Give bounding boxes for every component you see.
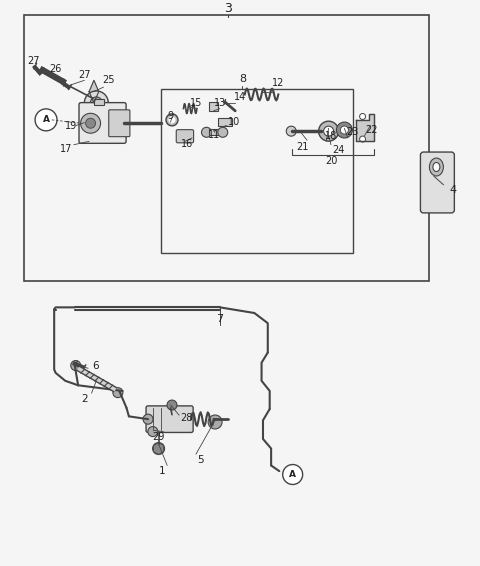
Circle shape <box>218 127 228 138</box>
Text: 8: 8 <box>239 74 246 84</box>
Circle shape <box>360 136 366 142</box>
Text: 27: 27 <box>27 55 39 66</box>
Text: 4: 4 <box>450 186 456 195</box>
Circle shape <box>148 427 158 436</box>
Bar <box>209 102 218 111</box>
Bar <box>209 130 223 135</box>
Text: 29: 29 <box>152 432 165 442</box>
Polygon shape <box>89 80 99 103</box>
Circle shape <box>166 114 178 126</box>
Text: 13: 13 <box>214 98 226 108</box>
Circle shape <box>35 109 57 131</box>
Text: 21: 21 <box>296 142 309 152</box>
Circle shape <box>113 388 123 398</box>
Text: 23: 23 <box>347 127 359 138</box>
Circle shape <box>85 118 96 128</box>
Text: 24: 24 <box>332 145 344 155</box>
Circle shape <box>202 127 212 138</box>
Circle shape <box>169 117 175 123</box>
Text: 16: 16 <box>181 139 193 149</box>
Text: 12: 12 <box>272 78 285 88</box>
Text: 14: 14 <box>234 92 246 102</box>
Bar <box>218 118 232 126</box>
Circle shape <box>336 122 352 138</box>
Ellipse shape <box>433 162 440 171</box>
Ellipse shape <box>430 158 444 176</box>
Text: 5: 5 <box>197 455 204 465</box>
Circle shape <box>286 126 296 136</box>
Text: 28: 28 <box>180 413 192 423</box>
Text: 17: 17 <box>60 144 73 154</box>
Text: A: A <box>289 470 296 479</box>
Text: 11: 11 <box>207 130 220 140</box>
Text: 22: 22 <box>365 125 378 135</box>
Bar <box>161 89 352 252</box>
Text: 3: 3 <box>224 2 232 15</box>
FancyBboxPatch shape <box>109 110 130 136</box>
Text: 27: 27 <box>78 70 91 80</box>
Text: 15: 15 <box>190 98 202 108</box>
Circle shape <box>208 415 222 429</box>
Text: 9: 9 <box>168 112 174 122</box>
FancyBboxPatch shape <box>420 152 455 213</box>
Circle shape <box>153 443 165 454</box>
Circle shape <box>167 400 177 410</box>
FancyBboxPatch shape <box>146 406 193 432</box>
FancyBboxPatch shape <box>79 102 126 143</box>
Text: 26: 26 <box>49 64 62 74</box>
Text: 20: 20 <box>325 156 337 165</box>
Text: 1: 1 <box>159 466 166 476</box>
Bar <box>24 15 429 281</box>
Circle shape <box>324 126 334 136</box>
Circle shape <box>143 414 153 424</box>
Polygon shape <box>356 114 374 142</box>
Text: 2: 2 <box>81 394 88 404</box>
Circle shape <box>81 113 100 133</box>
Text: 6: 6 <box>92 361 99 371</box>
Text: 7: 7 <box>216 314 224 324</box>
FancyBboxPatch shape <box>176 130 193 143</box>
Text: 18: 18 <box>325 131 337 141</box>
Circle shape <box>340 126 348 134</box>
Circle shape <box>71 361 81 371</box>
Text: 10: 10 <box>228 117 240 127</box>
Bar <box>94 99 104 105</box>
Text: 19: 19 <box>65 121 78 131</box>
Text: A: A <box>43 115 49 125</box>
Text: 25: 25 <box>102 75 115 85</box>
Circle shape <box>84 91 108 115</box>
Circle shape <box>319 121 338 141</box>
Circle shape <box>283 465 303 484</box>
Circle shape <box>360 113 366 119</box>
Circle shape <box>90 97 102 109</box>
